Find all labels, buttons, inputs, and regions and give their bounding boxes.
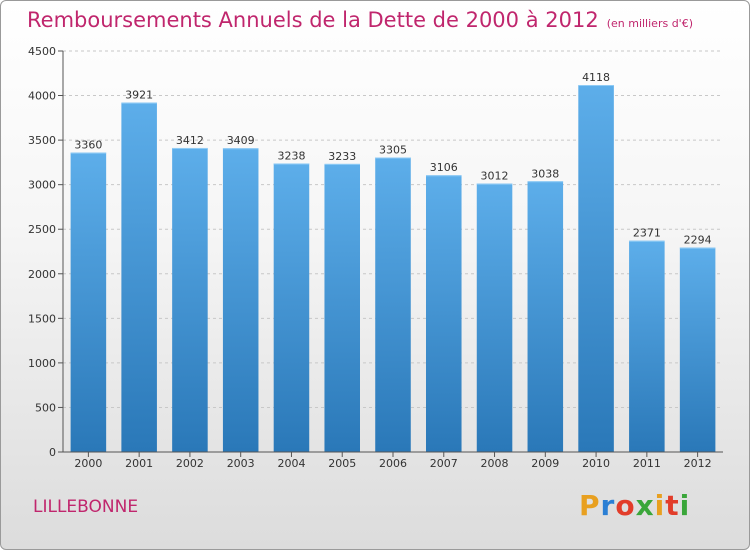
axes (58, 50, 723, 457)
chart-unit-note: (en milliers d'€) (606, 17, 693, 30)
y-tick-label: 3000 (28, 179, 56, 192)
x-tick-label: 2004 (277, 457, 305, 470)
proxiti-logo: Proxiti (579, 489, 690, 522)
x-tick-label: 2009 (531, 457, 559, 470)
data-label: 3012 (481, 170, 509, 183)
data-label: 3412 (176, 134, 204, 147)
bar (324, 163, 360, 452)
data-label: 4118 (582, 71, 610, 84)
city-name: LILLEBONNE (33, 497, 139, 517)
logo-letter: P (579, 489, 601, 522)
bar (70, 152, 107, 452)
data-label: 3233 (328, 150, 356, 163)
x-tick-label: 2000 (74, 457, 102, 470)
data-label: 3238 (277, 149, 305, 162)
y-tick-label: 500 (35, 401, 56, 414)
y-tick-label: 1000 (28, 357, 56, 370)
bar (375, 157, 411, 452)
logo-letter: i (654, 489, 666, 522)
data-label: 2371 (633, 227, 661, 240)
data-label: 3360 (74, 139, 102, 152)
data-label: 2294 (684, 234, 712, 247)
bar (121, 102, 157, 452)
bar (679, 247, 716, 452)
data-label: 3921 (125, 89, 153, 102)
labels: 0 500 1000 1500 2000 2500 3000 3500 4000 4500 3360… (28, 45, 712, 470)
logo-letter: x (635, 489, 655, 522)
logo-letter: r (600, 489, 616, 522)
x-tick-label: 2005 (328, 457, 356, 470)
bar (629, 240, 665, 452)
data-label: 3305 (379, 143, 407, 156)
x-tick-label: 2011 (633, 457, 661, 470)
x-tick-label: 2012 (684, 457, 712, 470)
y-tick-label: 4000 (28, 90, 56, 103)
x-tick-label: 2002 (176, 457, 204, 470)
y-tick-label: 0 (49, 446, 56, 459)
x-tick-label: 2010 (582, 457, 610, 470)
bar (273, 163, 310, 452)
bar (578, 85, 614, 453)
y-tick-label: 2500 (28, 223, 56, 236)
y-tick-label: 3500 (28, 134, 56, 147)
data-label: 3409 (227, 134, 255, 147)
data-label: 3038 (531, 167, 559, 180)
x-tick-label: 2008 (481, 457, 509, 470)
x-tick-label: 2007 (430, 457, 458, 470)
bars (70, 85, 716, 453)
x-tick-label: 2003 (227, 457, 255, 470)
bar (527, 181, 564, 452)
chart-title-text: Remboursements Annuels de la Dette de 20… (27, 8, 599, 32)
logo-letter: o (615, 489, 636, 522)
bar (222, 148, 259, 452)
bar (426, 175, 462, 452)
logo-letter: t (665, 489, 680, 522)
y-tick-label: 4500 (28, 45, 56, 58)
y-tick-label: 2000 (28, 268, 56, 281)
y-tick-label: 1500 (28, 312, 56, 325)
x-tick-label: 2001 (125, 457, 153, 470)
bar (476, 183, 513, 452)
logo-letter: i (679, 489, 691, 522)
x-tick-label: 2006 (379, 457, 407, 470)
chart-title: Remboursements Annuels de la Dette de 20… (27, 8, 693, 32)
data-label: 3106 (430, 161, 458, 174)
bar (172, 147, 208, 453)
